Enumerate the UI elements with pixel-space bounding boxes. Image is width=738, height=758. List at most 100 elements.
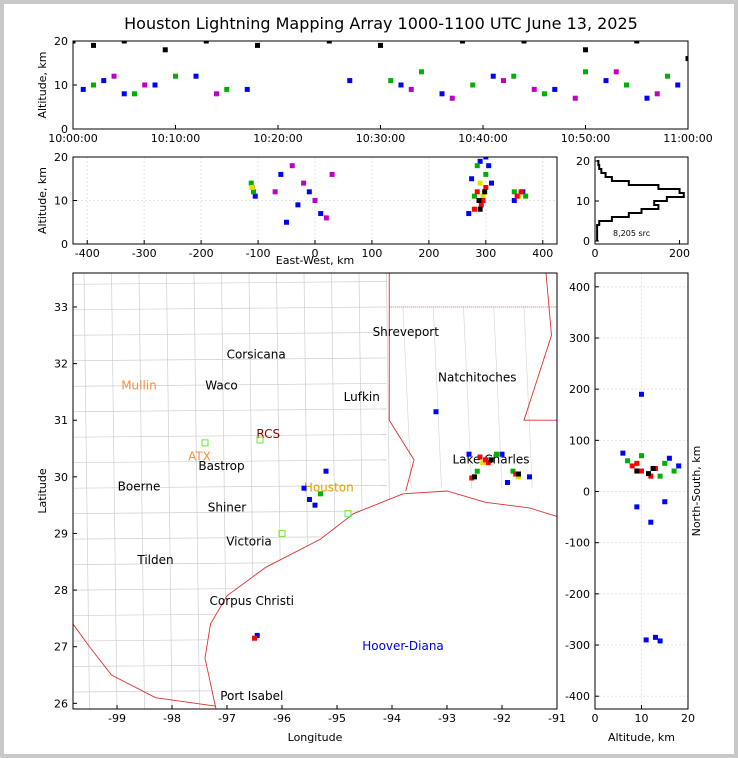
source-point (671, 468, 677, 474)
y-tick-label: 20 (576, 155, 590, 168)
source-point (666, 455, 672, 461)
county-line (73, 408, 387, 413)
source-point (477, 158, 483, 164)
source-point (347, 78, 353, 84)
source-point (419, 69, 424, 75)
source-point (675, 82, 681, 88)
source-point (516, 471, 521, 477)
source-point (466, 451, 472, 457)
source-point (477, 206, 483, 212)
y-axis-label: North-South, km (690, 446, 703, 537)
x-axis-label: Altitude, km (608, 731, 675, 744)
city-label: Corpus Christi (210, 594, 295, 608)
county-line (73, 306, 387, 311)
county-line (193, 273, 200, 709)
source-point (173, 73, 178, 79)
y-tick-label: 200 (569, 383, 590, 396)
y-axis-label: Altitude, km (36, 167, 49, 234)
city-label: Shiner (208, 500, 247, 514)
source-point (474, 468, 480, 474)
source-point (132, 91, 137, 97)
station-marker (201, 439, 209, 447)
city-label: Corsicana (227, 348, 286, 362)
source-point (318, 491, 323, 497)
source-point (101, 78, 107, 84)
plot-area (73, 157, 557, 244)
gulf-water (204, 490, 557, 709)
source-point (470, 82, 476, 88)
source-point (634, 460, 640, 466)
source-point (466, 211, 472, 217)
source-point (518, 189, 524, 195)
source-point (91, 42, 96, 48)
city-label: Tilden (136, 553, 173, 567)
source-point (480, 460, 486, 466)
x-tick-label: -300 (132, 247, 157, 260)
city-label: Houston (304, 481, 354, 495)
axes-frame (72, 40, 689, 130)
city-label: Waco (205, 379, 237, 393)
plot-area (595, 273, 688, 709)
source-point (523, 193, 529, 199)
source-point (152, 82, 158, 88)
y-tick-label: -300 (565, 639, 590, 652)
x-tick-label: -96 (273, 712, 291, 725)
source-point (499, 451, 505, 457)
source-point (662, 499, 668, 505)
source-point (318, 211, 324, 217)
source-point (433, 409, 439, 415)
source-point (490, 73, 496, 79)
x-tick-label: 0 (592, 247, 599, 260)
source-point (193, 73, 199, 79)
source-point (254, 632, 260, 638)
city-label: Lufkin (344, 390, 380, 404)
y-tick-label: 20 (54, 151, 68, 164)
y-tick-label: 33 (54, 301, 68, 314)
city-label: Hoover-Diana (362, 639, 444, 653)
source-point (662, 460, 668, 466)
source-point (620, 450, 626, 456)
source-point (301, 180, 307, 186)
x-tick-label: -100 (246, 247, 271, 260)
x-tick-label: 300 (475, 247, 496, 260)
source-point (685, 56, 688, 62)
source-point (249, 184, 255, 190)
source-point (289, 163, 295, 169)
x-tick-label: 0 (592, 712, 599, 725)
source-point (652, 634, 658, 640)
source-point (488, 457, 494, 463)
source-point (449, 95, 455, 101)
source-point (485, 460, 491, 466)
source-point (516, 474, 521, 480)
state-border (73, 623, 217, 707)
x-tick-label: -93 (438, 712, 456, 725)
y-tick-label: 32 (54, 358, 68, 371)
x-tick-label: 100 (361, 247, 382, 260)
source-point (80, 86, 86, 92)
source-point (203, 41, 209, 44)
y-tick-label: 27 (54, 641, 68, 654)
source-point (408, 86, 414, 92)
source-point (665, 73, 670, 79)
station-marker (344, 510, 352, 518)
y-tick-label: 0 (61, 123, 68, 136)
county-line (73, 332, 387, 336)
source-point (482, 189, 488, 195)
source-point (476, 198, 482, 203)
x-tick-label: -97 (218, 712, 236, 725)
source-point (329, 171, 335, 177)
source-point (471, 206, 477, 212)
source-point (272, 189, 278, 195)
source-point (312, 198, 318, 203)
county-line (73, 281, 387, 285)
source-point (323, 215, 329, 221)
x-tick-label: 10:30:00 (356, 132, 405, 145)
source-point (572, 95, 578, 101)
source-point (480, 193, 486, 199)
source-point (323, 468, 329, 474)
source-point (583, 47, 588, 53)
city-label: Mullin (121, 379, 157, 393)
source-point (486, 163, 492, 169)
source-point (478, 202, 484, 208)
